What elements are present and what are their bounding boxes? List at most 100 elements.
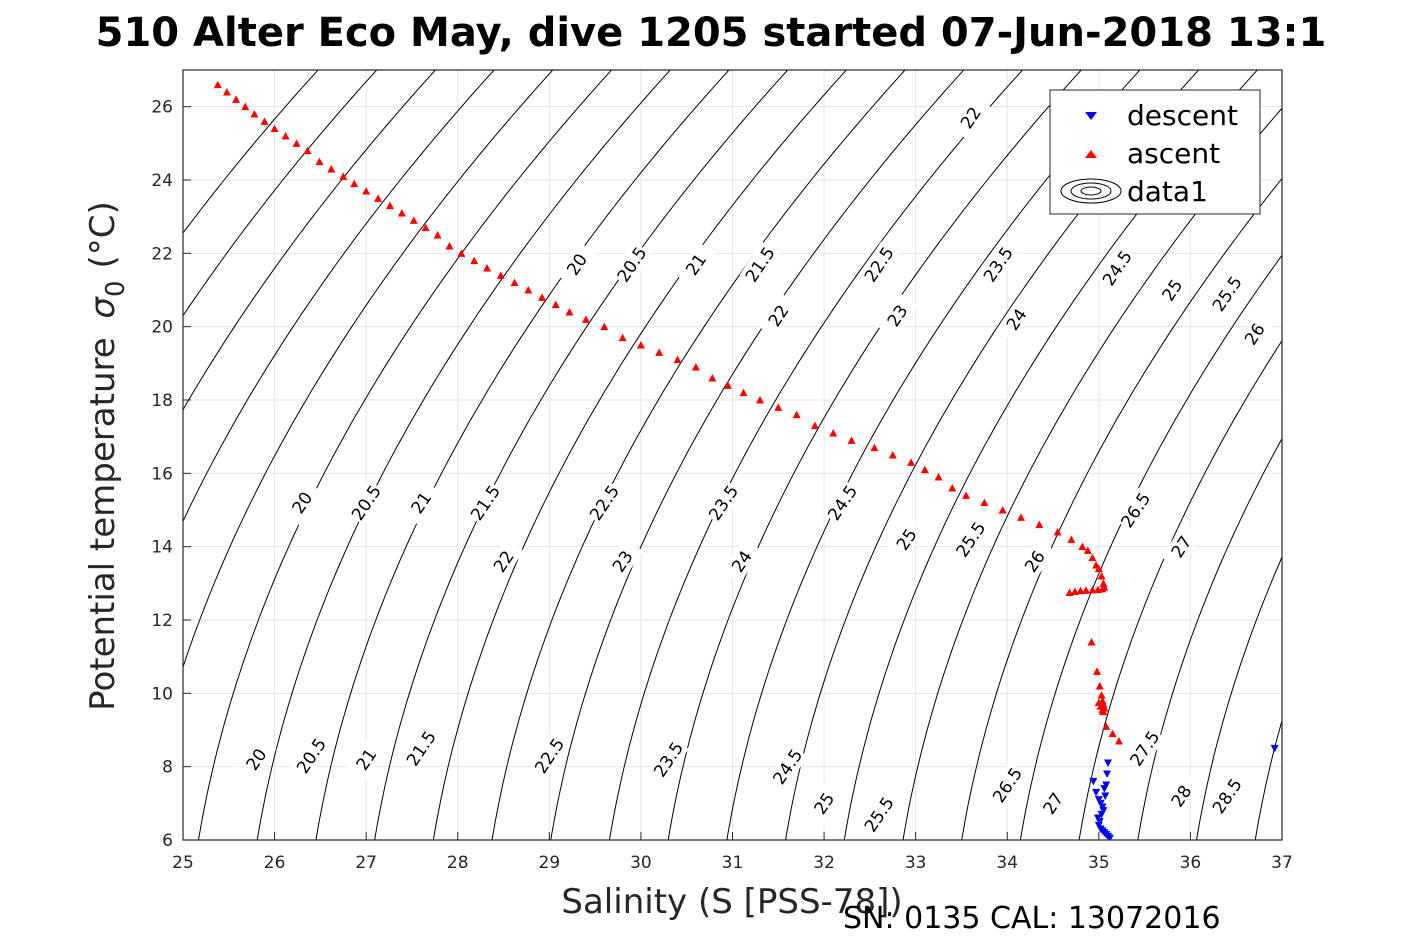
contour-label-bg bbox=[822, 479, 863, 526]
ascent-point bbox=[385, 201, 394, 210]
contour-label-bg bbox=[803, 780, 845, 827]
x-axis-label: Salinity (S [PSS-78]) bbox=[561, 882, 902, 922]
y-tick-label: 8 bbox=[162, 758, 173, 778]
ascent-point bbox=[1094, 698, 1103, 706]
chart-title: 510 Alter Eco May, dive 1205 started 07-… bbox=[96, 10, 1327, 56]
density-isoline bbox=[183, 70, 378, 317]
contour-label-bg bbox=[1151, 267, 1193, 313]
ascent-point bbox=[1088, 553, 1097, 562]
density-isoline bbox=[256, 70, 671, 840]
ascent-point bbox=[1082, 586, 1091, 594]
x-tick-label: 37 bbox=[1271, 853, 1293, 873]
ascent-point bbox=[1087, 638, 1096, 646]
ascent-point bbox=[829, 429, 838, 437]
ascent-point bbox=[948, 484, 957, 492]
ascent-point bbox=[1108, 729, 1117, 738]
density-isoline bbox=[1309, 33, 1417, 876]
y-axis-label-subscript: 0 bbox=[101, 280, 131, 297]
ascent-point bbox=[636, 341, 645, 349]
ascent-point bbox=[1093, 667, 1102, 675]
ascent-point bbox=[1097, 572, 1106, 580]
ascent-point bbox=[270, 124, 279, 133]
density-isoline bbox=[315, 70, 730, 840]
contour-label-bg bbox=[235, 736, 277, 783]
x-tick-label: 31 bbox=[722, 853, 744, 873]
ascent-point bbox=[1088, 585, 1097, 594]
ascent-point bbox=[510, 278, 519, 287]
x-tick-label: 33 bbox=[905, 853, 927, 873]
contour-label-bg bbox=[556, 241, 598, 288]
ascent-point bbox=[374, 194, 383, 202]
contour-label-bg bbox=[400, 725, 442, 772]
density-isoline bbox=[183, 70, 319, 234]
ascent-point bbox=[327, 165, 336, 173]
legend-data1-label: data1 bbox=[1127, 175, 1208, 208]
contour-label-bg bbox=[977, 241, 1019, 288]
contour-label-bg bbox=[858, 241, 900, 288]
ascent-point bbox=[470, 256, 479, 265]
x-tick-label: 29 bbox=[539, 853, 561, 873]
descent-point bbox=[1103, 759, 1112, 767]
ascent-point bbox=[250, 110, 259, 118]
legend-box bbox=[1049, 89, 1261, 215]
ascent-point bbox=[934, 473, 943, 481]
ascent-point bbox=[708, 374, 717, 382]
ascent-point bbox=[457, 249, 466, 257]
contour-label-bg bbox=[1115, 487, 1156, 533]
descent-point bbox=[1093, 814, 1102, 822]
x-tick-label: 32 bbox=[813, 853, 835, 873]
y-tick-label: 26 bbox=[151, 98, 173, 118]
contour-label-bg bbox=[529, 732, 570, 779]
contour-label-bg bbox=[886, 516, 927, 563]
ascent-point bbox=[1065, 588, 1074, 596]
descent-point bbox=[1089, 777, 1098, 786]
contour-label-bg bbox=[1206, 270, 1248, 317]
density-isoline bbox=[961, 177, 1282, 840]
contour-label-bg bbox=[602, 538, 643, 585]
contour-label-bg bbox=[583, 479, 625, 526]
density-isoline bbox=[1078, 339, 1282, 840]
y-tick-label: 6 bbox=[162, 831, 173, 851]
contour-labels: 20 20.5 21 21.5 22.5 23.5 24.525 25.52626.52722… bbox=[235, 94, 1275, 838]
y-tick-label: 20 bbox=[151, 318, 173, 338]
ascent-point bbox=[496, 271, 505, 279]
data-points bbox=[213, 80, 1279, 840]
legend-contour-marker bbox=[1060, 178, 1122, 204]
ascent-point bbox=[538, 293, 547, 301]
descent-point bbox=[1270, 744, 1279, 753]
ascent-point bbox=[350, 179, 359, 188]
density-isoline bbox=[432, 70, 847, 840]
y-tick-label: 12 bbox=[151, 611, 173, 631]
legend-descent-marker bbox=[1085, 112, 1097, 120]
ascent-point bbox=[397, 209, 406, 217]
contour-label-bg bbox=[648, 736, 689, 783]
descent-point bbox=[1100, 785, 1109, 793]
y-tick-label: 24 bbox=[151, 171, 173, 191]
contour-label-bg bbox=[703, 479, 744, 526]
contour-label-bg bbox=[290, 732, 332, 779]
contour-label-bg bbox=[721, 538, 762, 585]
ascent-point bbox=[1071, 587, 1080, 595]
ascent-point bbox=[260, 117, 269, 125]
contour-label-bg bbox=[739, 241, 781, 288]
contour-label-bg bbox=[345, 736, 387, 783]
density-isoline bbox=[491, 70, 906, 840]
legend-descent-label: descent bbox=[1127, 99, 1238, 132]
ascent-point bbox=[998, 506, 1007, 514]
contour-label-bg bbox=[464, 479, 506, 526]
density-contours bbox=[183, 33, 1417, 876]
ascent-point bbox=[1093, 585, 1102, 594]
ascent-point bbox=[1067, 535, 1076, 543]
descent-point bbox=[1103, 770, 1112, 778]
density-isoline bbox=[183, 70, 437, 411]
legend: descent ascent data1 bbox=[1049, 89, 1261, 215]
ascent-point bbox=[421, 223, 430, 232]
ascent-point bbox=[888, 451, 897, 459]
contour-label-bg bbox=[767, 743, 808, 790]
descent-point bbox=[1092, 788, 1101, 797]
y-tick-label: 22 bbox=[151, 244, 173, 264]
density-isoline bbox=[374, 70, 789, 840]
ascent-point bbox=[551, 300, 560, 309]
contour-label-bg bbox=[400, 479, 442, 526]
ascent-point bbox=[1016, 513, 1025, 521]
